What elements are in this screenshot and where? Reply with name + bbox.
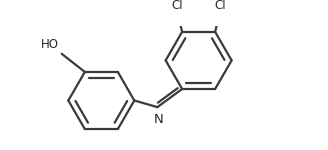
Text: Cl: Cl [214, 0, 226, 12]
Text: N: N [154, 113, 164, 126]
Text: HO: HO [40, 38, 58, 51]
Text: Cl: Cl [172, 0, 183, 12]
